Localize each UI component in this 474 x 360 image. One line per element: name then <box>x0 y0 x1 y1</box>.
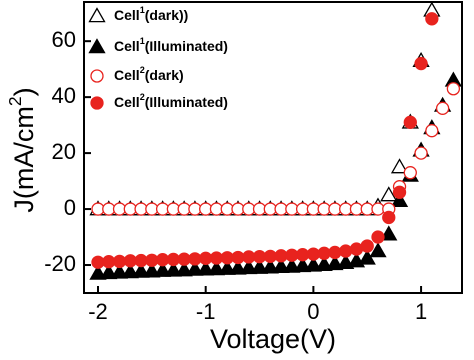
circle-marker <box>446 82 461 96</box>
triangle-marker <box>186 260 204 276</box>
legend-marker <box>88 7 106 23</box>
triangle-marker <box>304 256 323 272</box>
triangle-marker <box>315 255 333 272</box>
triangle-marker <box>326 255 344 271</box>
triangle-marker <box>272 257 290 273</box>
triangle-marker <box>121 263 139 279</box>
triangle-marker <box>240 259 258 275</box>
y-tick-label: 20 <box>52 139 76 164</box>
triangle-marker <box>197 260 215 276</box>
triangle-marker <box>261 258 279 274</box>
y-tick-label: 0 <box>64 195 76 220</box>
y-tick-label: 60 <box>52 27 76 52</box>
triangle-marker <box>229 259 247 275</box>
circle-marker <box>339 244 353 258</box>
x-tick-label: 1 <box>415 299 427 324</box>
triangle-marker <box>390 191 409 207</box>
legend-marker <box>90 96 104 110</box>
x-axis-label: Voltage(V) <box>210 324 336 354</box>
legend-label: Cell2(dark) <box>114 65 184 82</box>
triangle-marker <box>369 242 387 258</box>
circle-marker <box>328 245 342 260</box>
legend-label: Cell1(dark)) <box>114 5 188 22</box>
circle-marker <box>414 56 428 71</box>
legend-marker <box>88 38 106 54</box>
triangle-marker <box>143 262 161 278</box>
triangle-marker <box>207 260 226 276</box>
plot-frame <box>83 1 463 294</box>
triangle-marker <box>110 263 129 279</box>
triangle-marker <box>218 259 236 275</box>
x-tick-label: -2 <box>88 299 108 324</box>
legend-label: Cell2(Illuminated) <box>114 92 228 109</box>
triangle-marker <box>283 257 301 273</box>
y-axis-label: J(mA/cm2) <box>5 87 39 212</box>
triangle-marker <box>153 261 172 277</box>
circle-marker <box>349 242 364 256</box>
y-tick-label: 40 <box>52 83 76 108</box>
triangle-marker <box>390 158 409 174</box>
triangle-marker <box>132 262 150 278</box>
triangle-marker <box>380 186 398 202</box>
circle-marker <box>425 124 439 138</box>
y-tick-label: -20 <box>44 251 76 276</box>
legend-label: Cell1(Illuminated) <box>114 36 228 53</box>
x-tick-label: 0 <box>307 299 319 324</box>
circle-marker <box>392 185 407 199</box>
circle-marker <box>435 101 450 115</box>
triangle-marker <box>164 261 183 277</box>
triangle-marker <box>293 257 312 273</box>
triangle-marker <box>250 258 269 274</box>
x-tick-label: -1 <box>196 299 216 324</box>
circle-marker <box>414 146 428 160</box>
circle-marker <box>403 115 417 129</box>
circle-marker <box>360 239 374 253</box>
triangle-marker <box>358 249 376 265</box>
triangle-marker <box>175 261 193 277</box>
legend-marker <box>90 69 104 83</box>
triangle-marker <box>100 264 118 280</box>
circle-marker <box>425 12 439 26</box>
triangle-marker <box>380 225 398 241</box>
circle-marker <box>382 210 396 225</box>
triangle-marker <box>89 264 107 280</box>
circle-marker <box>371 230 385 244</box>
circle-marker <box>403 166 417 180</box>
